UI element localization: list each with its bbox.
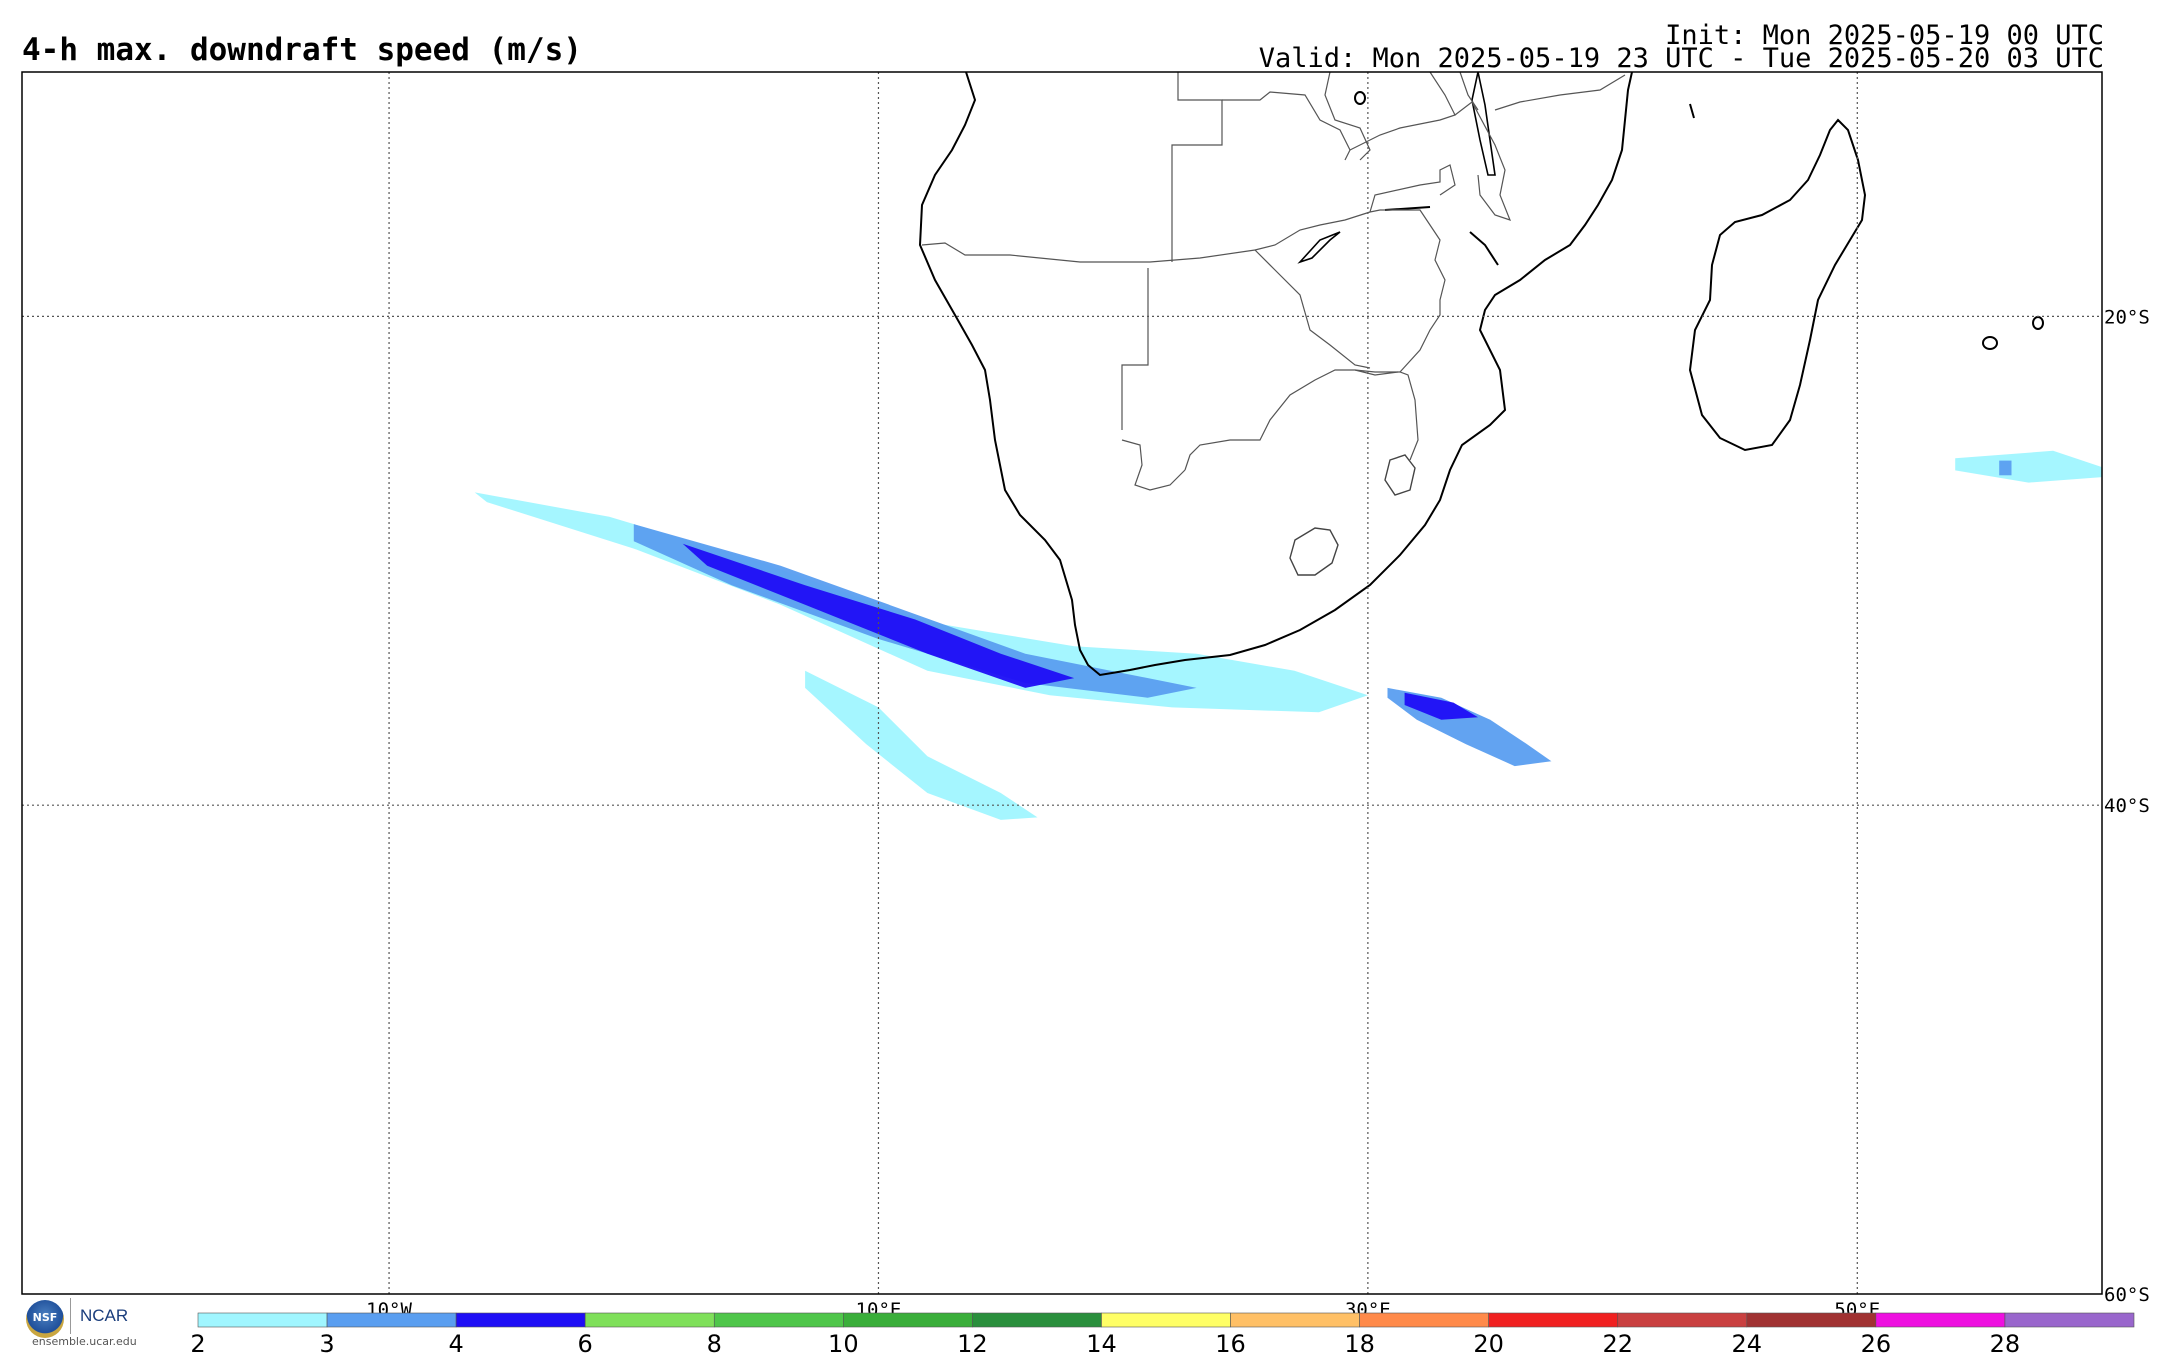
- colorbar-tick-label: 24: [1732, 1330, 1763, 1354]
- colorbar-swatch: [1746, 1312, 1877, 1328]
- lat-label: 20°S: [2104, 306, 2150, 328]
- islet: [1689, 103, 1695, 119]
- coastlines: [918, 72, 2044, 677]
- colorbar-swatch: [455, 1312, 586, 1328]
- eswatini-border: [1384, 454, 1416, 496]
- lat-label: 40°S: [2104, 795, 2150, 817]
- colorbar-swatch: [1617, 1312, 1748, 1328]
- colorbar-swatch: [584, 1312, 715, 1328]
- mauritius-island: [2032, 316, 2044, 330]
- downdraft-swath: [1404, 692, 1478, 720]
- map-frame: [21, 71, 2103, 1295]
- colorbar-tick-label: 12: [957, 1330, 988, 1354]
- colorbar-swatch: [326, 1312, 457, 1328]
- colorbar-tick-label: 2: [190, 1330, 205, 1354]
- colorbar-swatch: [1230, 1312, 1360, 1328]
- colorbar-tick-label: 3: [319, 1330, 334, 1354]
- colorbar-tick-label: 26: [1861, 1330, 1892, 1354]
- init-time: Init: Mon 2025-05-19 00 UTC: [1665, 20, 2104, 51]
- colorbar-tick-label: 18: [1344, 1330, 1375, 1354]
- colorbar-tick-label: 14: [1086, 1330, 1117, 1354]
- colorbar-swatch: [1488, 1312, 1619, 1328]
- colorbar-swatch: [197, 1312, 328, 1328]
- africa-coastline: [918, 72, 1633, 677]
- valid-time: Valid: Mon 2025-05-19 23 UTC - Tue 2025-…: [1258, 43, 2104, 74]
- madagascar-coastline: [1688, 118, 1867, 452]
- colorbar-tick-label: 10: [828, 1330, 859, 1354]
- downdraft-swath: [682, 543, 1075, 688]
- lesotho-border: [1289, 527, 1339, 576]
- graticule-labels: 10°W 10°E 30°E 50°E20°S40°S60°S: [366, 306, 2150, 1321]
- comoros-island: [1354, 91, 1366, 105]
- colorbar-swatch: [1875, 1312, 2006, 1328]
- credit-text: ensemble.ucar.edu: [32, 1335, 137, 1348]
- logo-separator: [70, 1298, 71, 1334]
- downdraft-swath: [474, 492, 1368, 713]
- colorbar-swatch: [1359, 1312, 1489, 1328]
- nsf-logo: NSF: [26, 1300, 64, 1338]
- colorbar-tick-label: 28: [1990, 1330, 2021, 1354]
- downdraft-swath: [633, 524, 1197, 698]
- colorbar-swatch: [2004, 1312, 2135, 1328]
- colorbar-tick-label: 16: [1215, 1330, 1246, 1354]
- lake-malawi: [1471, 72, 1496, 176]
- reunion-island: [1982, 336, 1998, 350]
- colorbar-tick-label: 6: [578, 1330, 593, 1354]
- lat-label: 60°S: [2104, 1284, 2150, 1306]
- colorbar: 2 3 4 6 8 10 12 14 16 18 20 22 24 26 28: [190, 1312, 2135, 1354]
- downdraft-swath: [805, 670, 1038, 820]
- colorbar-tick-label: 20: [1473, 1330, 1504, 1354]
- downdraft-swath: [1955, 450, 2102, 483]
- ncar-logo: NCAR: [80, 1306, 129, 1325]
- colorbar-swatch: [843, 1312, 973, 1328]
- downdraft-swath: [1999, 460, 2012, 476]
- colorbar-swatch: [713, 1312, 844, 1328]
- colorbar-tick-label: 22: [1602, 1330, 1633, 1354]
- colorbar-swatch: [972, 1312, 1102, 1328]
- zambezi: [1469, 231, 1499, 266]
- colorbar-swatch: [1101, 1312, 1231, 1328]
- graticule: [22, 72, 2102, 1294]
- colorbar-tick-label: 4: [448, 1330, 463, 1354]
- country-borders: [921, 72, 1626, 491]
- colorbar-tick-label: 8: [707, 1330, 722, 1354]
- map-title: 4-h max. downdraft speed (m/s): [22, 32, 582, 68]
- downdraft-swaths: [474, 450, 2102, 820]
- lake-kariba: [1297, 231, 1341, 264]
